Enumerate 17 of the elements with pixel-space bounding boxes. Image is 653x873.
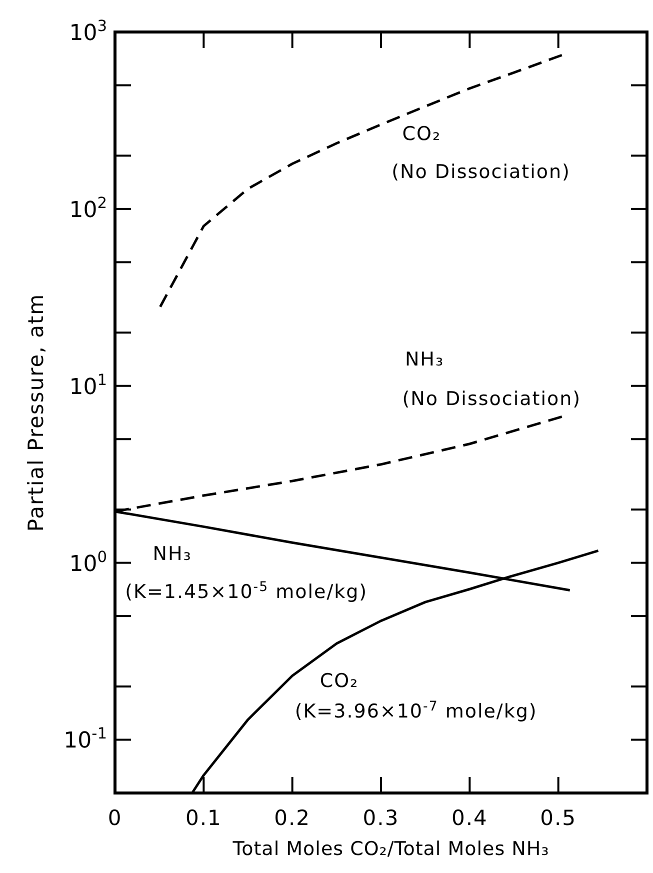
series-label: NH₃ (No Dissociation) xyxy=(402,348,582,410)
x-tick-label: 0 xyxy=(108,806,122,830)
x-tick-label: 0.4 xyxy=(451,806,488,830)
series-label: CO₂ (No Dissociation) xyxy=(392,123,570,184)
x-tick-label: 0.1 xyxy=(185,806,222,830)
y-tick-label: 10$^{2}$ xyxy=(69,194,107,223)
x-tick-label: 0.5 xyxy=(540,806,577,830)
y-tick-label: 10$^{-1}$ xyxy=(64,724,107,754)
series-label: CO₂ (K=3.96×10$^{-7}$ mole/kg) xyxy=(294,670,538,723)
y-tick-label: 10$^{3}$ xyxy=(69,17,107,46)
legend-label: NH₃ (K=1.45×10$^{-5}$ mole/kg) xyxy=(125,543,368,604)
x-axis-title: Total Moles CO₂/Total Moles NH₃ xyxy=(232,838,550,860)
y-tick-label: 10$^{1}$ xyxy=(69,370,107,400)
x-tick-label: 0.2 xyxy=(274,806,311,830)
x-tick-label: 0.3 xyxy=(362,806,400,830)
y-tick-label: 10$^{0}$ xyxy=(69,548,107,577)
y-axis-title: Partial Pressure, atm xyxy=(24,293,48,532)
